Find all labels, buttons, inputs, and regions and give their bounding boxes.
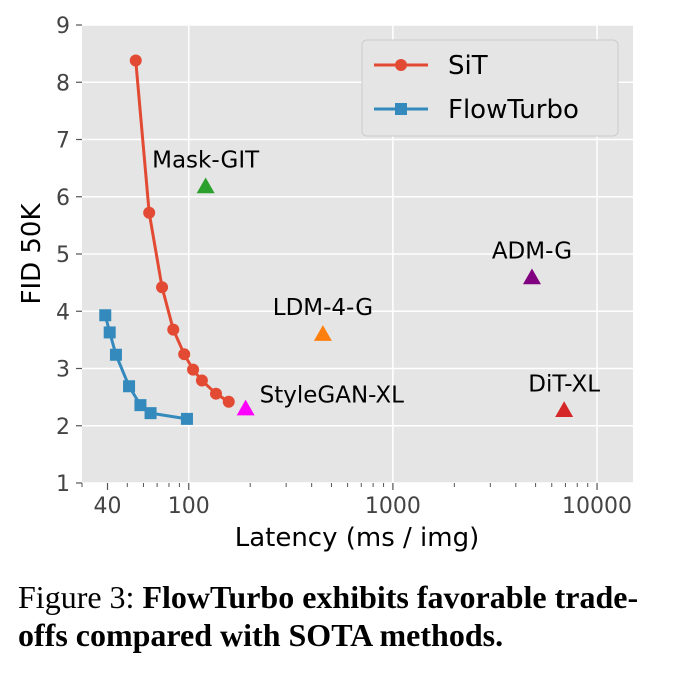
grid	[82, 24, 633, 484]
caption-text: FlowTurbo exhibits favorable trade-offs …	[18, 579, 639, 653]
y-tick-label: 3	[56, 358, 70, 383]
data-point	[99, 309, 112, 322]
legend-label-sit: SiT	[448, 51, 488, 81]
y-tick-label: 8	[56, 71, 70, 96]
y-tick-label: 1	[56, 472, 70, 497]
data-point	[156, 281, 169, 294]
data-point	[144, 407, 157, 420]
y-axis-label: FID 50K	[17, 203, 47, 305]
data-point	[109, 348, 122, 361]
x-tick-label: 1000	[365, 494, 421, 519]
data-point	[187, 363, 200, 376]
method-mask-git: Mask-GIT	[152, 147, 260, 194]
series-flowturbo	[99, 309, 193, 425]
legend: SiT FlowTurbo	[361, 39, 619, 137]
data-point	[167, 323, 180, 336]
chart: 1 2 3 4 5 6 7 8 9 40 100 1000 10000 Mask-GIT LDM-4-G S…	[17, 14, 633, 553]
data-point	[103, 326, 116, 339]
method-marker	[236, 399, 255, 416]
data-point	[178, 348, 191, 361]
legend-marker-sit	[395, 59, 407, 71]
data-point	[210, 387, 223, 400]
y-tick-label: 6	[56, 186, 70, 211]
method-points: Mask-GIT LDM-4-G StyleGAN-XL ADM-G DiT-XL	[152, 147, 600, 418]
figure-caption: Figure 3: FlowTurbo exhibits favorable t…	[18, 578, 668, 654]
data-point	[222, 395, 235, 408]
method-dit-xl: DiT-XL	[528, 371, 600, 418]
method-marker	[555, 401, 574, 418]
y-tick-label: 5	[56, 243, 70, 268]
y-tick-label: 9	[56, 14, 70, 39]
y-tick-label: 7	[56, 129, 70, 154]
data-point	[129, 54, 142, 67]
method-label: DiT-XL	[528, 371, 600, 397]
legend-label-flowturbo: FlowTurbo	[448, 95, 579, 125]
method-adm-g: ADM-G	[492, 238, 572, 285]
series-sit	[129, 54, 235, 408]
x-tick-label: 100	[168, 494, 210, 519]
method-ldm-4-g: LDM-4-G	[273, 295, 373, 341]
method-marker	[522, 268, 541, 285]
data-point	[123, 380, 136, 393]
series-layer	[99, 54, 235, 425]
method-label: ADM-G	[492, 238, 572, 264]
method-marker	[313, 325, 332, 341]
axis-ticks: 1 2 3 4 5 6 7 8 9 40 100 1000 10000	[56, 14, 632, 519]
method-marker	[196, 177, 215, 194]
method-label: StyleGAN-XL	[260, 383, 404, 409]
x-tick-label: 40	[94, 494, 122, 519]
y-tick-label: 4	[56, 300, 70, 325]
data-point	[195, 374, 208, 387]
data-point	[134, 399, 147, 412]
x-tick-label: 10000	[562, 494, 632, 519]
x-axis-label: Latency (ms / img)	[235, 523, 480, 553]
data-point	[180, 412, 193, 425]
method-label: LDM-4-G	[273, 295, 373, 321]
y-tick-label: 2	[56, 415, 70, 440]
method-stylegan-xl: StyleGAN-XL	[236, 383, 404, 416]
data-point	[143, 206, 156, 219]
caption-prefix: Figure 3:	[18, 579, 143, 615]
method-label: Mask-GIT	[152, 147, 260, 173]
legend-marker-flowturbo	[395, 103, 407, 115]
